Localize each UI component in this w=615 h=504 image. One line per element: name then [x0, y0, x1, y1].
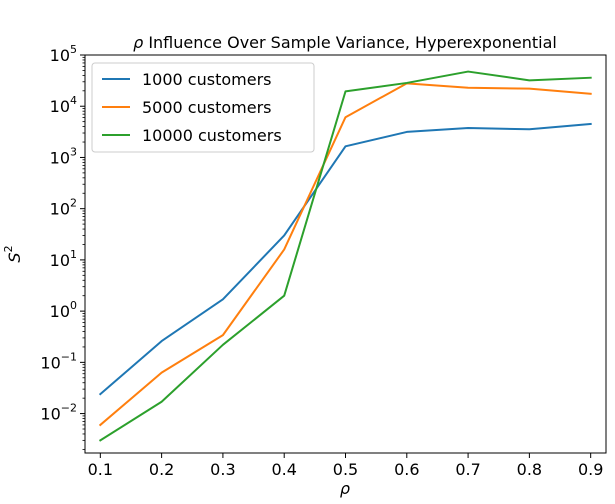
- series-line-2: [98, 70, 592, 442]
- y-tick-label-6: 104: [50, 94, 77, 116]
- y-tick-label-0: 10−2: [40, 402, 77, 424]
- chart-title-symbol: ρ: [133, 33, 143, 52]
- legend-label-1: 5000 customers: [142, 98, 271, 117]
- y-axis-label-exp: 2: [2, 245, 15, 252]
- x-tick-label-7: 0.8: [517, 460, 542, 479]
- y-tick-label-exp-6: 4: [70, 94, 77, 107]
- y-tick-label-base-7: 10: [50, 46, 70, 65]
- y-tick-label-exp-3: 1: [70, 248, 77, 261]
- y-tick-label-7: 105: [50, 43, 77, 65]
- x-tick-label-8: 0.9: [578, 460, 603, 479]
- y-tick-label-exp-1: −1: [61, 350, 77, 363]
- y-tick-label-base-5: 10: [50, 148, 70, 167]
- y-tick-label-base-4: 10: [50, 200, 70, 219]
- series-line-0: [98, 122, 592, 396]
- chart-title: ρ Influence Over Sample Variance, Hyperex…: [133, 33, 557, 52]
- y-tick-label-exp-2: 0: [70, 299, 77, 312]
- y-tick-label-base-2: 10: [50, 302, 70, 321]
- x-tick-label-6: 0.7: [455, 460, 480, 479]
- y-tick-label-2: 100: [50, 299, 77, 321]
- axis-ticks: 0.1 0.2 0.3 0.4 0.5 0.6 0.7 0.8 0.910−210−110010…: [40, 43, 607, 479]
- y-tick-label-1: 10−1: [40, 350, 77, 372]
- legend: 1000 customers 5000 customers 10000 custom…: [91, 62, 315, 153]
- series-line-1: [98, 82, 592, 427]
- legend-box: [91, 62, 315, 153]
- y-tick-label-exp-7: 5: [70, 43, 77, 56]
- y-tick-label-exp-4: 2: [70, 197, 77, 210]
- y-axis-label-base: S: [5, 252, 24, 262]
- y-tick-label-base-0: 10: [40, 405, 60, 424]
- y-tick-label-base-1: 10: [40, 353, 60, 372]
- x-tick-label-3: 0.4: [271, 460, 296, 479]
- y-tick-label-base-6: 10: [50, 97, 70, 116]
- y-tick-label-exp-0: −2: [61, 402, 77, 415]
- x-axis-label: ρ: [340, 479, 350, 498]
- x-tick-label-1: 0.2: [149, 460, 174, 479]
- legend-label-2: 10000 customers: [142, 126, 282, 145]
- y-tick-label-base-3: 10: [50, 251, 70, 270]
- x-tick-label-4: 0.5: [333, 460, 358, 479]
- chart-title-text: Influence Over Sample Variance, Hyperexp…: [148, 33, 557, 52]
- x-tick-label-2: 0.3: [210, 460, 235, 479]
- x-tick-label-5: 0.6: [394, 460, 419, 479]
- y-tick-label-4: 102: [50, 197, 77, 219]
- plot-area: [98, 70, 592, 442]
- y-axis-label: S2: [2, 245, 24, 262]
- y-tick-label-exp-5: 3: [70, 145, 77, 158]
- x-tick-label-0: 0.1: [88, 460, 113, 479]
- y-tick-label-5: 103: [50, 145, 77, 167]
- legend-label-0: 1000 customers: [142, 70, 271, 89]
- y-tick-label-3: 101: [50, 248, 77, 270]
